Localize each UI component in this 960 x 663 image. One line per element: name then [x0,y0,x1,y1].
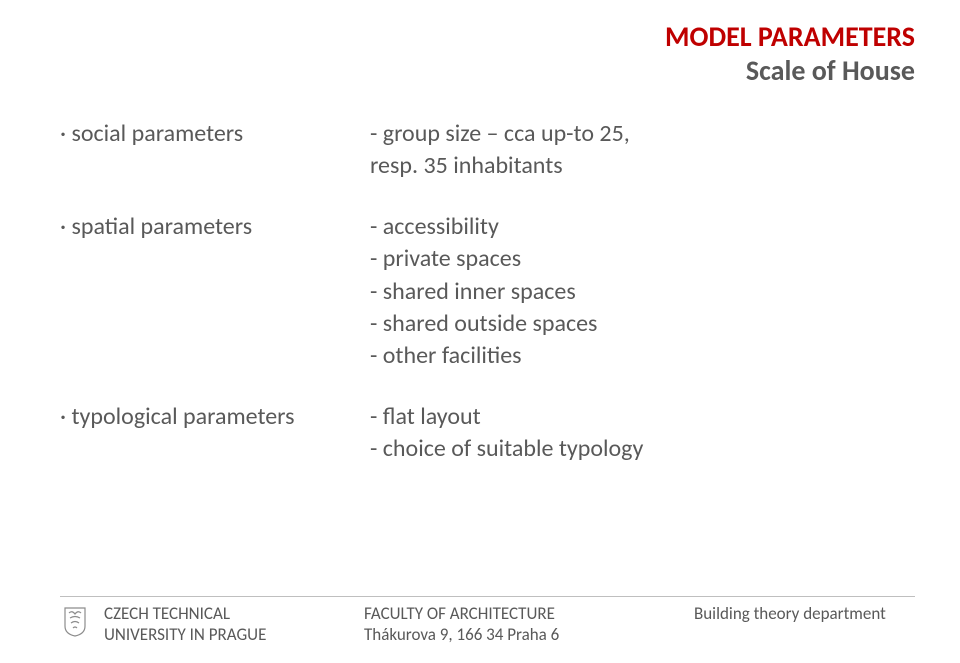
university-logo-icon [60,604,96,643]
footer-center-line1: FACULTY OF ARCHITECTURE [364,603,694,624]
footer-left: CZECH TECHNICAL UNIVERSITY IN PRAGUE [104,603,364,646]
parameter-row: · typological parameters - flat layout -… [60,401,900,466]
footer-right: Building theory department [694,603,915,624]
parameter-row: · social parameters - group size – cca u… [60,118,900,183]
footer-left-line2: UNIVERSITY IN PRAGUE [104,624,364,645]
content-body: · social parameters - group size – cca u… [60,118,900,494]
footer-divider [60,596,915,597]
footer-right-text: Building theory department [694,603,915,624]
header-title: MODEL PARAMETERS [665,20,915,54]
parameter-row: · spatial parameters - accessibility - p… [60,211,900,373]
header: MODEL PARAMETERS Scale of House [665,20,915,87]
row-label: · social parameters [60,118,370,150]
footer-left-line1: CZECH TECHNICAL [104,603,364,624]
footer-row: CZECH TECHNICAL UNIVERSITY IN PRAGUE FAC… [60,603,915,646]
header-subtitle: Scale of House [665,54,915,88]
footer-center: FACULTY OF ARCHITECTURE Thákurova 9, 166… [364,603,694,646]
row-value: - accessibility - private spaces - share… [370,211,900,373]
row-label: · spatial parameters [60,211,370,243]
footer-center-line2: Thákurova 9, 166 34 Praha 6 [364,624,694,645]
row-value: - group size – cca up-to 25, resp. 35 in… [370,118,900,183]
footer: CZECH TECHNICAL UNIVERSITY IN PRAGUE FAC… [0,596,960,646]
row-value: - flat layout - choice of suitable typol… [370,401,900,466]
row-label: · typological parameters [60,401,370,433]
